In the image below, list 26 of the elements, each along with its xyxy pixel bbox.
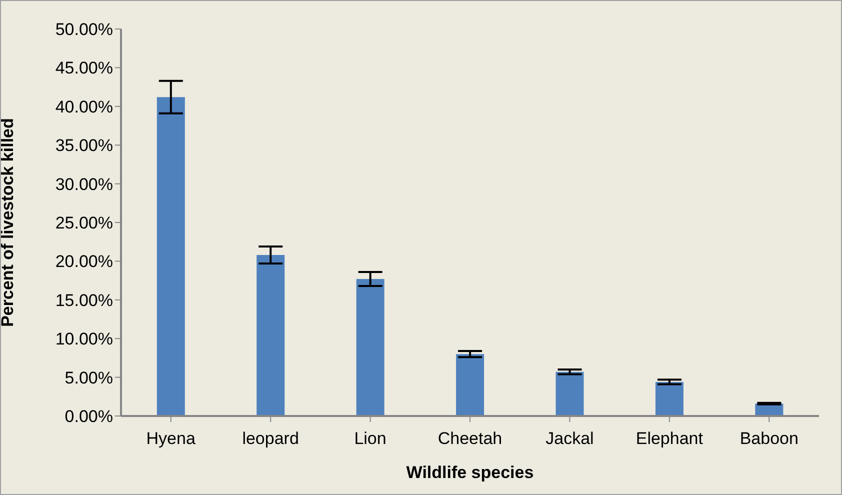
y-tick-label: 40.00% bbox=[55, 97, 113, 116]
y-tick-label: 50.00% bbox=[55, 20, 113, 40]
bar bbox=[556, 372, 584, 416]
x-tick-label: Lion bbox=[354, 429, 386, 448]
y-tick-label: 25.00% bbox=[55, 214, 113, 233]
y-tick-label: 10.00% bbox=[55, 330, 113, 349]
x-tick-label: Jackal bbox=[546, 429, 594, 448]
y-tick-label: 20.00% bbox=[55, 252, 113, 272]
y-axis-title: Percent of livestock killed bbox=[0, 118, 18, 327]
x-tick-label: Elephant bbox=[636, 429, 704, 448]
bar bbox=[356, 279, 384, 416]
bar bbox=[655, 382, 684, 416]
x-tick-label: Baboon bbox=[740, 429, 798, 448]
x-axis-title: Wildlife species bbox=[406, 463, 534, 482]
x-tick-label: Cheetah bbox=[438, 429, 502, 448]
y-tick-label: 45.00% bbox=[55, 58, 113, 78]
bar bbox=[456, 354, 484, 416]
y-tick-label: 0.00% bbox=[64, 407, 113, 426]
bar bbox=[256, 255, 285, 416]
x-tick-label: Hyena bbox=[146, 429, 196, 448]
y-tick-label: 5.00% bbox=[64, 368, 113, 388]
y-tick-label: 30.00% bbox=[55, 174, 113, 194]
bar bbox=[156, 97, 185, 416]
y-tick-label: 35.00% bbox=[55, 136, 113, 156]
y-tick-label: 15.00% bbox=[55, 290, 113, 310]
x-tick-label: leopard bbox=[242, 429, 299, 448]
